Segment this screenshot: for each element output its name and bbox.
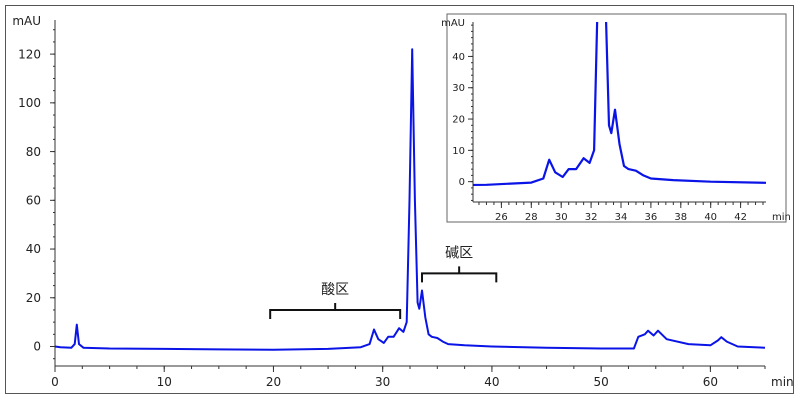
y-tick-label: 40 <box>452 52 465 63</box>
y-tick-label: 0 <box>33 340 41 354</box>
y-tick-label: 40 <box>26 242 41 256</box>
inset-plot: 0 10 20 30 40 26 28 30 32 34 36 38 40 42 mAU min <box>441 13 791 223</box>
y-tick-label: 120 <box>18 47 41 61</box>
x-tick-label: 0 <box>51 375 59 389</box>
y-tick-label: 20 <box>26 291 41 305</box>
x-tick-label: 50 <box>594 375 609 389</box>
y-tick-label: 60 <box>26 194 41 208</box>
y-tick-label: 0 <box>459 177 465 188</box>
y-tick-label: 80 <box>26 145 41 159</box>
y-axis-label: mAU <box>12 14 41 28</box>
x-tick-label: 34 <box>615 212 628 223</box>
x-tick-label: 32 <box>585 212 598 223</box>
x-tick-label: 20 <box>266 375 281 389</box>
y-tick-label: 30 <box>452 83 465 94</box>
x-tick-label: 30 <box>555 212 568 223</box>
region-bracket <box>421 266 498 283</box>
x-tick-label: 28 <box>525 212 538 223</box>
x-axis-label: min <box>772 212 791 223</box>
region-label: 酸区 <box>321 282 349 298</box>
x-tick-label: 36 <box>645 212 658 223</box>
x-tick-label: 38 <box>674 212 687 223</box>
x-tick-label: 30 <box>375 375 390 389</box>
chart-frame <box>5 5 794 394</box>
x-tick-label: 40 <box>484 375 499 389</box>
x-tick-label: 26 <box>495 212 508 223</box>
trace-line <box>473 22 766 187</box>
y-tick-label: 20 <box>452 115 465 126</box>
y-tick-label: 10 <box>452 146 465 157</box>
region-label: 碱区 <box>445 245 473 261</box>
x-axis-label: min <box>771 375 794 389</box>
region-bracket <box>269 302 402 319</box>
trace-line <box>55 48 765 351</box>
x-tick-label: 60 <box>703 375 718 389</box>
x-tick-label: 42 <box>734 212 747 223</box>
y-axis-label: mAU <box>441 18 465 29</box>
x-tick-label: 40 <box>704 212 717 223</box>
y-tick-label: 100 <box>18 96 41 110</box>
x-tick-label: 10 <box>157 375 172 389</box>
